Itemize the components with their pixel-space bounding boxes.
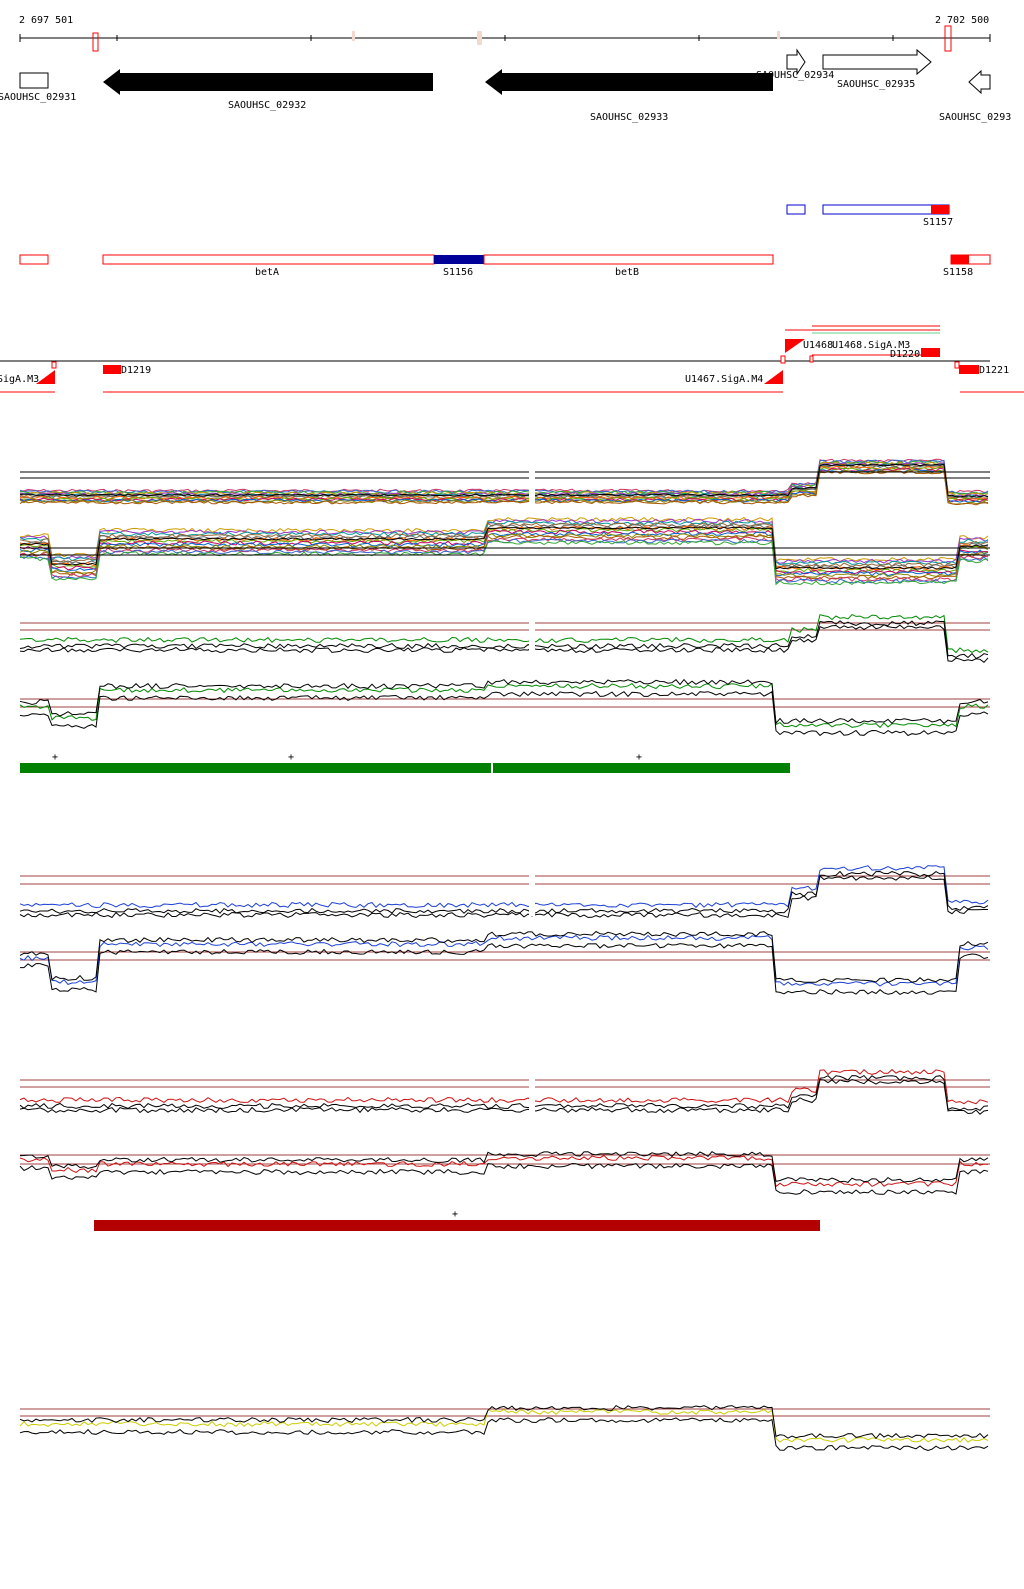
gene-saouhsc-02932[interactable]: SAOUHSC_02932 [103, 69, 433, 111]
ruler-end-label: 2 702 500 [935, 15, 989, 26]
strand-minus-ref-line [19, 930, 989, 983]
terminator-d1219[interactable] [103, 365, 121, 374]
gene-label: SAOUHSC_02933 [590, 112, 668, 123]
feature-left-small[interactable] [19, 254, 49, 265]
strand-minus-line [19, 1409, 989, 1444]
gene-saouhsc-02934[interactable]: SAOUHSC_02934 [756, 48, 834, 81]
feature-track: S1157 betA S1156 betB S1158 [19, 204, 991, 278]
feature-s1156[interactable] [434, 255, 484, 264]
segment-bar-red[interactable] [94, 1220, 820, 1231]
strand-minus-line [19, 934, 989, 987]
gene-saouhsc-02936[interactable]: SAOUHSC_0293 [939, 69, 1011, 123]
strand-plus-line [19, 865, 989, 909]
strand-minus-ref-line [19, 690, 989, 737]
segment-plus-2: + [288, 752, 294, 763]
track-gap [529, 618, 535, 662]
feature-label-s1158: S1158 [943, 267, 973, 278]
ruler-highlights [92, 25, 952, 52]
strand-plus-ref-line [19, 1074, 989, 1112]
promoter-u1468[interactable] [785, 339, 805, 353]
track-b-series-line [19, 536, 989, 582]
promoter-label-u1468: U1468 [803, 340, 833, 351]
track-b-mean-line [19, 526, 989, 570]
strand-minus-line [19, 682, 989, 729]
strand-plus-ref-line [19, 624, 989, 663]
strand-minus-line [19, 1154, 989, 1188]
promoter-label-u1467: U1467.SigA.M4 [685, 374, 763, 385]
gene-track: SAOUHSC_02931 SAOUHSC_02932 SAOUHSC_0293… [0, 48, 1011, 123]
expression-tracks [19, 458, 990, 1452]
track-a-series-line [19, 465, 989, 501]
coordinate-ruler: 2 697 501 2 702 500 [19, 15, 991, 52]
segment-bar-green-1[interactable] [20, 763, 491, 773]
track-gap [529, 470, 535, 510]
segment-plus-3: + [636, 752, 642, 763]
feature-blue-small[interactable] [786, 204, 806, 215]
strand-plus-ref-line [19, 875, 988, 919]
feature-s1157-block[interactable] [931, 205, 949, 214]
gene-label: SAOUHSC_0293 [939, 112, 1011, 123]
feature-label-beta: betA [255, 267, 279, 278]
terminator-d1220[interactable] [921, 348, 940, 357]
gene-saouhsc-02933[interactable]: SAOUHSC_02933 [485, 69, 773, 123]
gene-label: SAOUHSC_02932 [228, 100, 306, 111]
track-b-series-line [19, 540, 989, 586]
segment-bar-green-2[interactable] [493, 763, 790, 773]
strand-plus-ref-line [19, 620, 989, 660]
strand-minus-ref-line [19, 1162, 989, 1195]
segment-red: + [94, 1209, 820, 1231]
feature-s1158-block[interactable] [951, 255, 969, 264]
track-b-series-line [19, 531, 989, 577]
feature-label-s1156: S1156 [443, 267, 473, 278]
track-b-series-line [19, 533, 989, 578]
feature-label-betb: betB [615, 267, 639, 278]
track-gap [529, 872, 535, 916]
ruler-ticks [19, 34, 991, 42]
promoter-track: SigA.M3 D1219 U1467.SigA.M4 U1468 U1468.… [0, 325, 1024, 393]
terminator-d1221[interactable] [959, 365, 979, 374]
strand-plus-line [19, 1068, 989, 1105]
track-a-series-line [19, 458, 989, 494]
track-b-series-line [20, 534, 989, 580]
promoter-label-u1468-siga: U1468.SigA.M3 [832, 340, 910, 351]
gene-label: SAOUHSC_02934 [756, 70, 834, 81]
promoter-u1467[interactable] [764, 370, 783, 384]
strand-minus-ref-line [19, 1404, 989, 1440]
track-gap [529, 1075, 535, 1120]
track-b-series-line [19, 538, 989, 584]
gene-label: SAOUHSC_02935 [837, 79, 915, 90]
strand-minus-ref-line [19, 1151, 989, 1183]
segment-plus-1: + [52, 752, 58, 763]
feature-beta[interactable] [102, 254, 435, 265]
gene-label: SAOUHSC_02931 [0, 92, 76, 103]
strand-plus-ref-line [19, 1078, 989, 1115]
strand-plus-line [19, 613, 989, 654]
feature-betb[interactable] [483, 254, 774, 265]
promoter-siga-m3-left[interactable] [36, 370, 55, 384]
segment-plus-red: + [452, 1209, 458, 1220]
feature-label-s1157: S1157 [923, 217, 953, 228]
strand-minus-ref-line [19, 678, 989, 725]
terminator-label-d1220: D1220 [890, 349, 920, 360]
strand-minus-ref-line [20, 943, 989, 995]
strand-plus-ref-line [19, 870, 989, 914]
track-b-series-line [19, 529, 989, 575]
feature-blue-long[interactable] [822, 204, 950, 215]
gene-saouhsc-02931[interactable]: SAOUHSC_02931 [0, 72, 76, 103]
terminator-label-d1221: D1221 [979, 365, 1009, 376]
segment-green: + + + [20, 752, 790, 773]
track-a-mean-line [19, 463, 989, 498]
promoter-label-siga-m3: SigA.M3 [0, 374, 39, 385]
ruler-start-label: 2 697 501 [19, 15, 73, 26]
terminator-label-d1219: D1219 [121, 365, 151, 376]
gene-saouhsc-02935[interactable]: SAOUHSC_02935 [822, 48, 932, 90]
strand-minus-ref-line [19, 1417, 989, 1452]
